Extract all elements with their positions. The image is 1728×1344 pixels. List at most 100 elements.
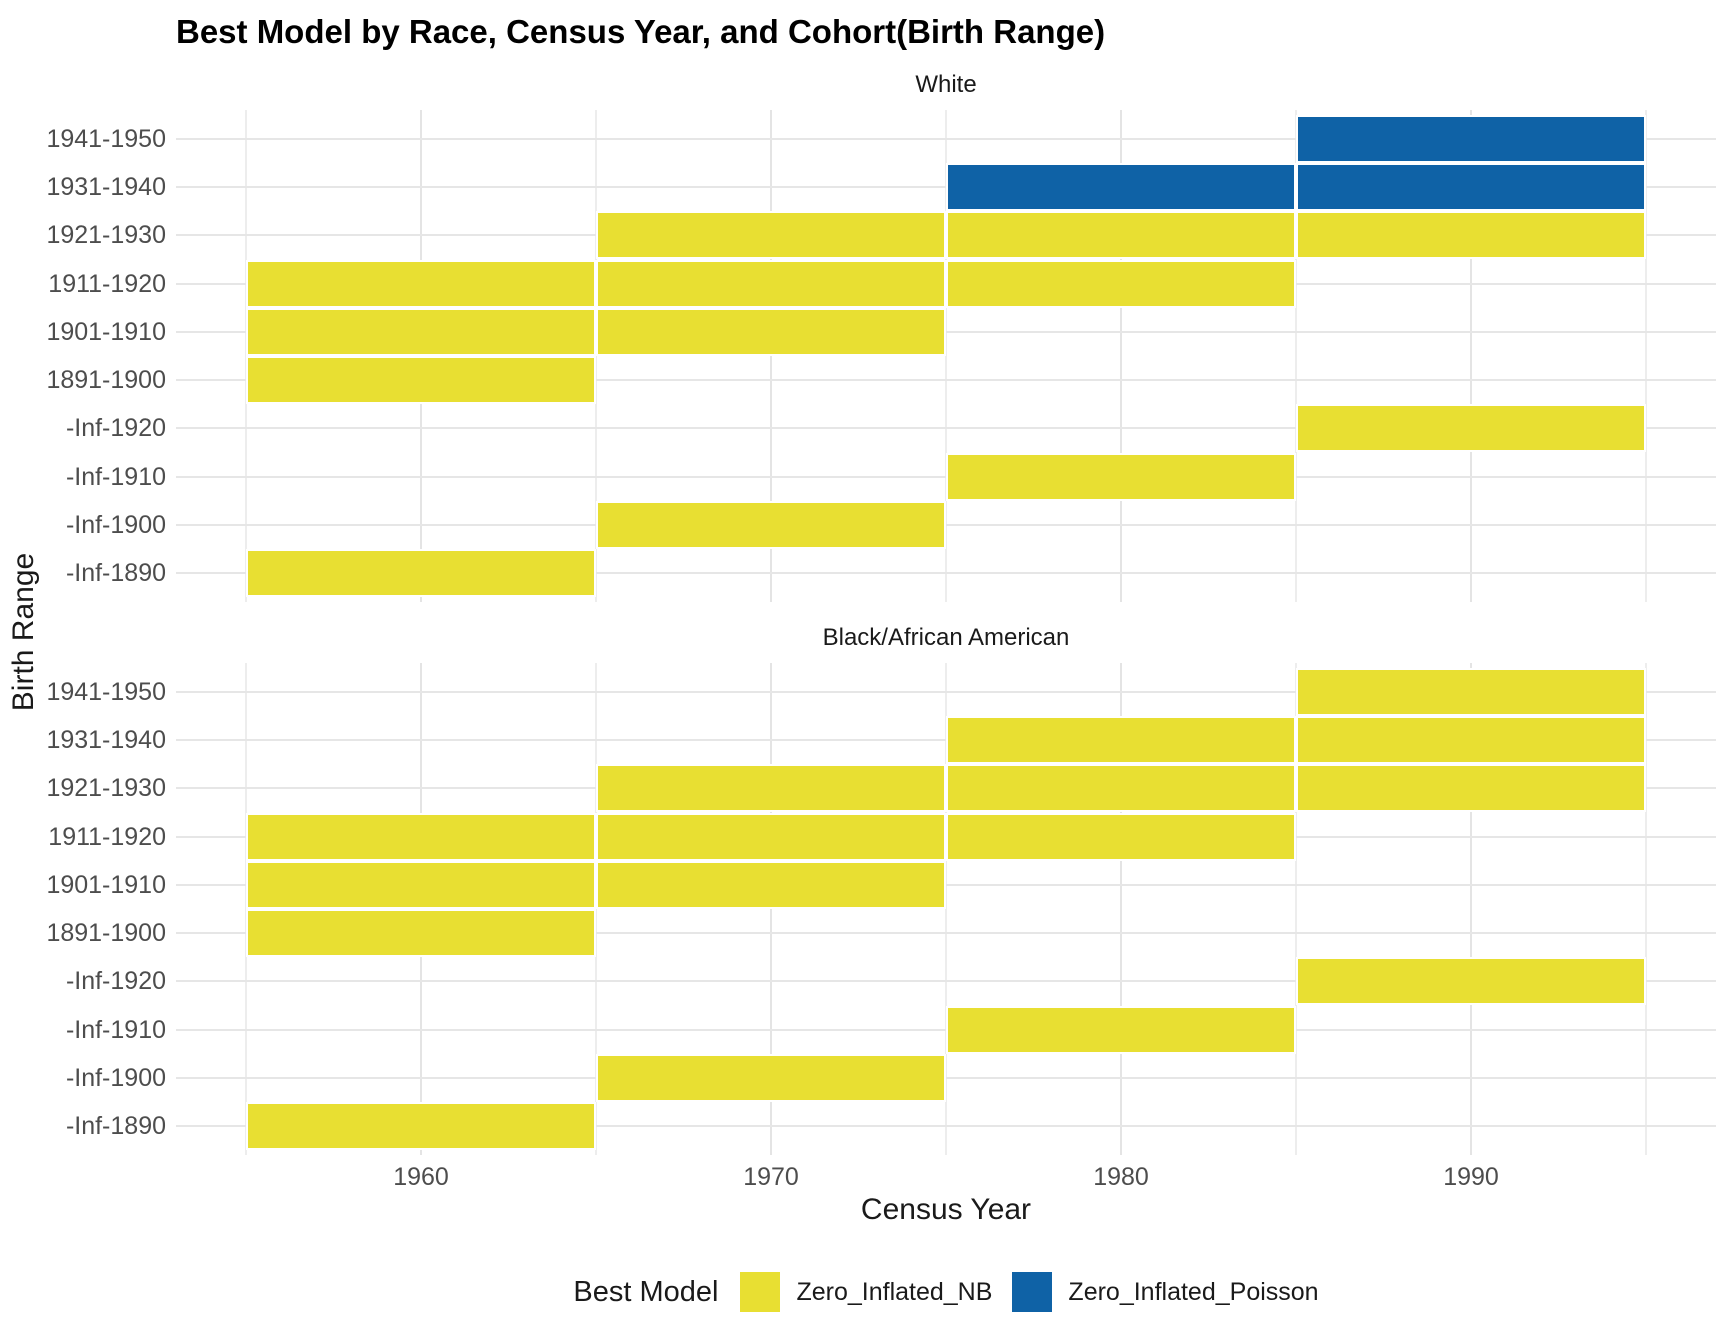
y-tick-label: -Inf-1920 bbox=[65, 967, 166, 996]
gridline-vertical-major bbox=[1470, 110, 1472, 602]
gridline-horizontal-major bbox=[176, 690, 1716, 693]
tile bbox=[946, 1005, 1296, 1054]
tile bbox=[1296, 667, 1646, 716]
tile bbox=[946, 259, 1296, 308]
gridline-vertical-minor bbox=[1295, 110, 1297, 602]
tile bbox=[596, 259, 946, 308]
y-axis-title: Birth Range bbox=[7, 552, 40, 712]
y-tick-label: -Inf-1900 bbox=[65, 510, 166, 539]
tile bbox=[596, 307, 946, 356]
tile bbox=[1296, 716, 1646, 765]
y-tick-label: -Inf-1910 bbox=[65, 1015, 166, 1044]
gridline-vertical-major bbox=[1120, 663, 1122, 1155]
tile bbox=[596, 812, 946, 861]
gridline-horizontal-major bbox=[176, 379, 1716, 382]
legend-item: Zero_Inflated_Poisson bbox=[1012, 1272, 1319, 1312]
plot-title: Best Model by Race, Census Year, and Coh… bbox=[176, 13, 1106, 50]
y-tick-label: 1891-1900 bbox=[46, 919, 166, 948]
y-tick-label: 1931-1940 bbox=[46, 726, 166, 755]
y-tick-label: 1941-1950 bbox=[46, 677, 166, 706]
gridline-horizontal-major bbox=[176, 427, 1716, 430]
y-tick-label: -Inf-1920 bbox=[65, 414, 166, 443]
tile bbox=[1296, 163, 1646, 212]
tile bbox=[246, 259, 596, 308]
tile bbox=[246, 812, 596, 861]
gridline-vertical-minor bbox=[245, 663, 247, 1155]
tile bbox=[246, 307, 596, 356]
legend-swatch bbox=[1012, 1272, 1053, 1312]
tile bbox=[946, 812, 1296, 861]
tile bbox=[1296, 211, 1646, 260]
gridline-horizontal-major bbox=[176, 1076, 1716, 1079]
gridline-vertical-major bbox=[770, 663, 772, 1155]
y-tick-label: 1941-1950 bbox=[46, 124, 166, 153]
tile bbox=[946, 716, 1296, 765]
tile bbox=[596, 500, 946, 549]
gridline-vertical-major bbox=[770, 110, 772, 602]
legend-swatch bbox=[740, 1272, 781, 1312]
tile bbox=[596, 1053, 946, 1102]
y-tick-label: -Inf-1890 bbox=[65, 559, 166, 588]
gridline-vertical-major bbox=[420, 663, 422, 1155]
legend-item: Zero_Inflated_NB bbox=[740, 1272, 992, 1312]
y-tick-label: 1911-1920 bbox=[48, 822, 166, 851]
facet-strip-label: Black/African American bbox=[822, 624, 1070, 651]
gridline-horizontal-major bbox=[176, 137, 1716, 140]
legend-item-label: Zero_Inflated_NB bbox=[796, 1277, 993, 1306]
tile bbox=[246, 860, 596, 909]
gridline-vertical-minor bbox=[1645, 110, 1647, 602]
x-tick-label: 1990 bbox=[1443, 1163, 1499, 1191]
legend-item-label: Zero_Inflated_Poisson bbox=[1068, 1277, 1319, 1306]
x-tick-label: 1980 bbox=[1093, 1163, 1149, 1191]
y-tick-label: 1921-1930 bbox=[46, 221, 166, 250]
tile bbox=[946, 211, 1296, 260]
x-axis-title: Census Year bbox=[860, 1193, 1032, 1226]
y-tick-label: 1901-1910 bbox=[46, 870, 166, 899]
gridline-horizontal-major bbox=[176, 330, 1716, 333]
tile bbox=[1296, 957, 1646, 1006]
tile bbox=[246, 356, 596, 405]
tile bbox=[246, 1101, 596, 1150]
y-tick-label: -Inf-1910 bbox=[65, 462, 166, 491]
tile bbox=[596, 211, 946, 260]
y-tick-label: 1911-1920 bbox=[48, 269, 166, 298]
gridline-vertical-minor bbox=[595, 663, 597, 1155]
legend-items: Zero_Inflated_NB Zero_Inflated_Poisson bbox=[740, 1272, 1319, 1312]
x-tick-label: 1960 bbox=[393, 1163, 449, 1191]
gridline-vertical-minor bbox=[1645, 663, 1647, 1155]
tile bbox=[596, 764, 946, 813]
tile bbox=[946, 163, 1296, 212]
gridline-vertical-minor bbox=[245, 110, 247, 602]
gridline-vertical-major bbox=[1470, 663, 1472, 1155]
tile bbox=[596, 860, 946, 909]
y-tick-label: 1921-1930 bbox=[46, 774, 166, 803]
y-tick-label: -Inf-1900 bbox=[65, 1063, 166, 1092]
y-tick-label: 1931-1940 bbox=[46, 173, 166, 202]
tile bbox=[246, 548, 596, 597]
gridline-vertical-major bbox=[1120, 110, 1122, 602]
y-tick-label: 1901-1910 bbox=[46, 317, 166, 346]
gridline-vertical-minor bbox=[595, 110, 597, 602]
y-tick-label: 1891-1900 bbox=[46, 366, 166, 395]
gridline-vertical-minor bbox=[1295, 663, 1297, 1155]
gridline-horizontal-major bbox=[176, 883, 1716, 886]
facet-strip-label: White bbox=[915, 71, 977, 98]
tile bbox=[1296, 114, 1646, 163]
tile bbox=[946, 764, 1296, 813]
gridline-horizontal-major bbox=[176, 1125, 1716, 1128]
tile bbox=[946, 452, 1296, 501]
gridline-vertical-minor bbox=[945, 110, 947, 602]
gridline-horizontal-major bbox=[176, 523, 1716, 526]
gridline-vertical-major bbox=[420, 110, 422, 602]
gridline-vertical-minor bbox=[945, 663, 947, 1155]
legend: Best Model Zero_Inflated_NB Zero_Inflated… bbox=[176, 1266, 1716, 1318]
legend-title: Best Model bbox=[573, 1275, 719, 1308]
gridline-horizontal-major bbox=[176, 572, 1716, 575]
tile bbox=[1296, 764, 1646, 813]
tile bbox=[1296, 404, 1646, 453]
x-tick-label: 1970 bbox=[743, 1163, 799, 1191]
y-tick-label: -Inf-1890 bbox=[65, 1112, 166, 1141]
gridline-horizontal-major bbox=[176, 980, 1716, 983]
gridline-horizontal-major bbox=[176, 932, 1716, 935]
